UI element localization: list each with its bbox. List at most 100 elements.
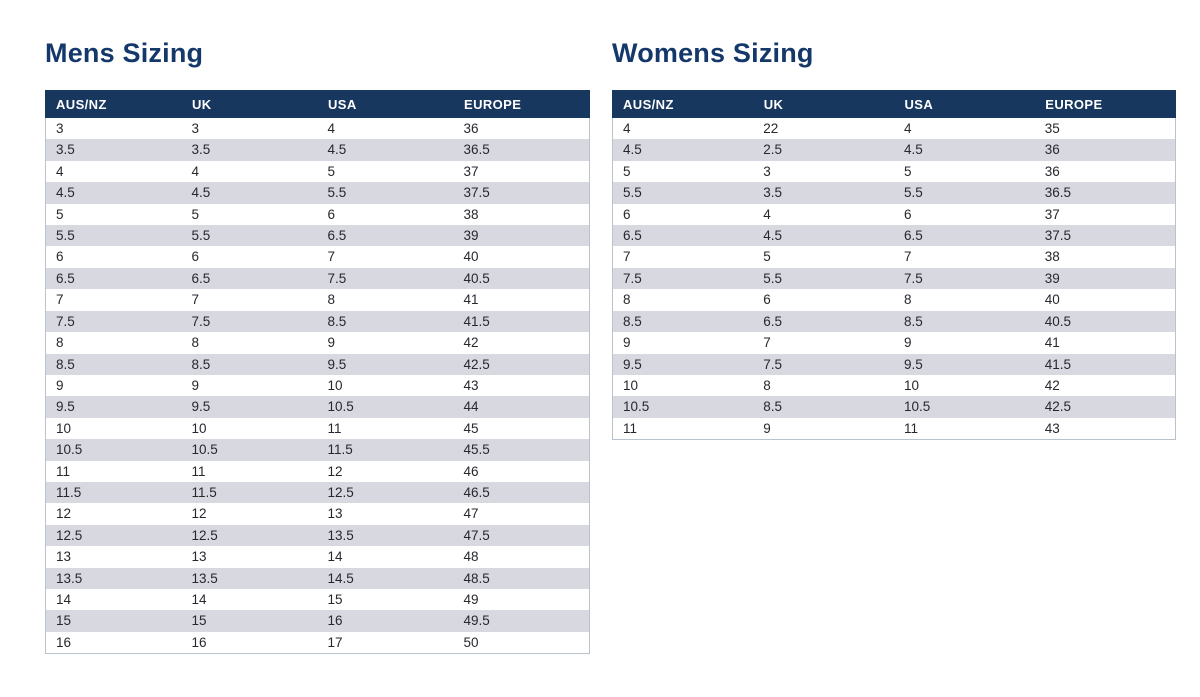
size-cell: 38	[463, 206, 479, 222]
table-row: 13 13 14 48	[45, 546, 590, 568]
size-cell: 16	[191, 634, 207, 650]
size-cell: 7	[623, 249, 631, 265]
size-cell: 41.5	[463, 313, 490, 329]
size-cell: 9	[327, 335, 336, 351]
womens-sizing-section: Womens Sizing AUS/NZ UK USA EUROPE 4 22 4 35 4.…	[612, 38, 1176, 441]
size-cell: 10	[56, 420, 72, 436]
table-row: 6 4 6 37	[612, 203, 1176, 226]
size-cell: 49	[463, 591, 479, 607]
size-cell: 9.5	[904, 356, 923, 372]
womens-header-row: AUS/NZ UK USA EUROPE	[612, 90, 1176, 119]
size-cell: 8	[56, 335, 64, 351]
size-cell: 6	[763, 292, 771, 308]
size-cell: 9	[623, 335, 631, 351]
size-cell: 41.5	[1044, 356, 1072, 372]
size-cell: 11	[191, 463, 206, 479]
column-header: EUROPE	[1034, 90, 1176, 119]
size-cell: 5.5	[623, 185, 642, 201]
size-cell: 5	[623, 163, 631, 179]
size-cell: 12	[56, 506, 72, 522]
table-row: 10.5 8.5 10.5 42.5	[612, 396, 1176, 418]
size-cell: 13.5	[327, 527, 354, 543]
size-cell: 6.5	[904, 228, 923, 244]
size-cell: 4.5	[327, 142, 347, 158]
size-cell: 4	[904, 121, 912, 137]
size-cell: 48	[463, 549, 479, 565]
size-cell: 5.5	[904, 185, 923, 201]
size-cell: 10	[904, 377, 920, 393]
size-cell: 41	[463, 292, 479, 308]
column-header: UK	[181, 90, 318, 119]
size-cell: 14	[56, 591, 72, 607]
size-cell: 8.5	[191, 356, 211, 372]
size-cell: 11.5	[327, 442, 353, 458]
table-row: 6 6 7 40	[45, 246, 590, 268]
size-cell: 9.5	[327, 356, 347, 372]
size-cell: 12	[327, 463, 343, 479]
mens-sizing-table: AUS/NZ UK USA EUROPE 3 3 4 36 3.5 3.5 4.5 36.5 4 4 5 3…	[45, 90, 590, 655]
size-cell: 4	[623, 121, 631, 137]
size-cell: 6	[327, 206, 336, 222]
size-cell: 11	[904, 420, 919, 436]
size-cell: 6	[623, 206, 631, 222]
size-cell: 7.5	[623, 270, 642, 286]
table-row: 4.5 2.5 4.5 36	[612, 139, 1176, 161]
table-row: 5 5 6 38	[45, 203, 590, 226]
table-row: 9.5 9.5 10.5 44	[45, 396, 590, 418]
table-row: 10.5 10.5 11.5 45.5	[45, 439, 590, 461]
size-cell: 8	[623, 292, 631, 308]
size-cell: 10.5	[904, 399, 931, 415]
size-cell: 50	[463, 634, 479, 650]
column-header: AUS/NZ	[45, 90, 182, 119]
table-row: 10 10 11 45	[45, 417, 590, 440]
table-row: 14 14 15 49	[45, 588, 590, 611]
size-cell: 46.5	[463, 484, 490, 500]
womens-sizing-title: Womens Sizing	[612, 38, 814, 68]
size-cell: 3.5	[763, 185, 783, 201]
size-cell: 10.5	[56, 442, 83, 458]
size-cell: 3.5	[56, 142, 75, 158]
size-cell: 49.5	[463, 613, 490, 629]
size-cell: 12	[191, 506, 207, 522]
size-cell: 39	[1044, 270, 1060, 286]
size-cell: 13.5	[191, 570, 218, 586]
size-cell: 9.5	[623, 356, 642, 372]
size-cell: 13	[56, 549, 72, 565]
size-cell: 4.5	[623, 142, 642, 158]
size-cell: 42	[1044, 377, 1060, 393]
size-cell: 47.5	[463, 527, 490, 543]
size-cell: 2.5	[763, 142, 783, 158]
size-cell: 6.5	[763, 313, 783, 329]
table-row: 16 16 17 50	[45, 631, 590, 654]
size-cell: 8.5	[56, 356, 75, 372]
size-cell: 5	[904, 163, 912, 179]
size-cell: 10	[623, 377, 639, 393]
size-cell: 5	[327, 163, 336, 179]
size-cell: 37	[1044, 206, 1060, 222]
size-cell: 7.5	[904, 270, 923, 286]
size-cell: 10	[327, 377, 343, 393]
size-cell: 13	[327, 506, 343, 522]
size-cell: 8.5	[623, 313, 642, 329]
table-row: 5.5 5.5 6.5 39	[45, 225, 590, 247]
sizing-page: Mens Sizing AUS/NZ UK USA EUROPE 3 3 4 36 3.5 3.…	[45, 38, 1176, 655]
size-cell: 42.5	[463, 356, 490, 372]
table-row: 15 15 16 49.5	[45, 610, 590, 632]
size-cell: 13.5	[56, 570, 83, 586]
size-cell: 16	[327, 613, 343, 629]
size-cell: 47	[463, 506, 479, 522]
size-cell: 9.5	[56, 399, 75, 415]
size-cell: 4.5	[56, 185, 75, 201]
size-cell: 10.5	[327, 399, 354, 415]
size-cell: 4.5	[191, 185, 211, 201]
table-row: 12 12 13 47	[45, 503, 590, 525]
size-cell: 11.5	[56, 484, 82, 500]
size-cell: 8	[327, 292, 336, 308]
column-header: EUROPE	[453, 90, 590, 119]
size-cell: 13	[191, 549, 207, 565]
mens-sizing-section: Mens Sizing AUS/NZ UK USA EUROPE 3 3 4 36 3.5 3.…	[45, 38, 590, 655]
table-row: 3 3 4 36	[45, 117, 590, 140]
size-cell: 14	[191, 591, 207, 607]
size-cell: 3	[56, 121, 64, 137]
mens-header-row: AUS/NZ UK USA EUROPE	[45, 90, 590, 119]
